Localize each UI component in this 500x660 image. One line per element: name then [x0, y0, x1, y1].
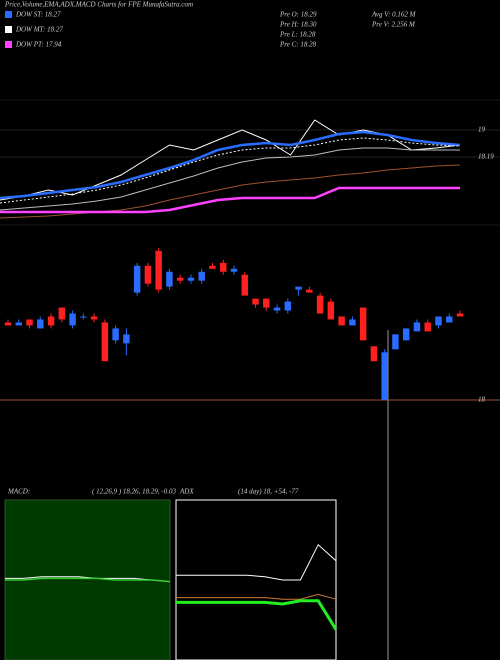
candle-body: [80, 316, 87, 318]
legend-label: DOW MT: 18.27: [15, 26, 63, 34]
series-line: [5, 577, 171, 583]
candle-body: [15, 322, 22, 326]
candle-body: [4, 322, 12, 326]
candle-body: [327, 301, 335, 320]
candle-body: [306, 289, 313, 293]
series-line: [0, 164, 461, 219]
candle-body: [198, 271, 205, 281]
candle-body: [424, 322, 431, 332]
quote: Pre L: 18.28: [279, 31, 316, 39]
candle-body: [176, 277, 184, 281]
series-line: [0, 137, 461, 204]
candle-body: [295, 286, 302, 290]
series-line: [176, 543, 337, 581]
candle-body: [359, 307, 367, 341]
candle-body: [263, 298, 270, 308]
candle-body: [166, 271, 173, 287]
quote: Pre H: 18.30: [279, 21, 317, 29]
candle-body: [402, 328, 410, 341]
legend-swatch: [5, 26, 12, 33]
legend-label: DOW ST: 18.27: [15, 11, 61, 19]
candle-body: [456, 313, 464, 317]
candle-body: [446, 316, 453, 323]
candle-body: [144, 265, 152, 284]
macd-params: ( 12,26,9 ) 18.26, 18.29, -0.03: [92, 488, 176, 496]
candle-body: [381, 352, 388, 400]
adx-params: (14 day) 18, +54, -77: [238, 488, 299, 496]
candle-body: [47, 316, 55, 326]
candle-body: [435, 316, 442, 326]
candle-body: [230, 268, 238, 272]
candle-body: [37, 319, 44, 329]
volume: Avg V: 0.162 M: [371, 11, 417, 19]
y-tick-label: 18.19: [478, 153, 494, 161]
series-line: [0, 186, 460, 214]
candle-body: [349, 319, 356, 326]
candle-body: [101, 322, 109, 362]
quote: Pre C: 18.28: [279, 41, 317, 49]
series-line: [0, 130, 461, 200]
volume: Pre V: 2.256 M: [371, 21, 416, 29]
panel-background: [175, 499, 337, 660]
macd-label: MACD:: [7, 488, 30, 496]
candle-body: [241, 274, 248, 296]
candle-body: [209, 265, 216, 269]
candle-body: [69, 313, 76, 326]
series-line: [176, 599, 338, 631]
candle-body: [187, 277, 195, 281]
candle-body: [413, 322, 421, 332]
candle-body: [58, 307, 66, 320]
legend-swatch: [5, 11, 12, 18]
candle-body: [316, 295, 324, 314]
candle-body: [155, 250, 162, 290]
quote: Pre O: 18.29: [279, 11, 317, 19]
series-line: [0, 147, 460, 211]
candle-body: [338, 316, 345, 326]
candle-body: [112, 328, 119, 341]
candle-body: [133, 265, 141, 293]
series-line: [176, 593, 337, 600]
candle-body: [284, 301, 292, 311]
y-tick-label: 18: [478, 396, 486, 404]
legend-label: DOW PT: 17.94: [15, 41, 62, 49]
candle-body: [392, 334, 399, 350]
candle-body: [273, 307, 281, 311]
candle-body: [220, 262, 227, 272]
chart-title: Price,Volume,EMA,ADX,MACD Charts for FPE…: [4, 1, 193, 9]
y-tick-label: 19: [478, 126, 486, 134]
adx-label: ADX: [179, 488, 194, 496]
candle-body: [252, 298, 259, 305]
legend-swatch: [5, 41, 12, 48]
candle-body: [90, 316, 98, 320]
candle-body: [26, 319, 33, 326]
candle-body: [123, 334, 130, 344]
candle-body: [370, 346, 378, 362]
series-line: [5, 576, 171, 583]
